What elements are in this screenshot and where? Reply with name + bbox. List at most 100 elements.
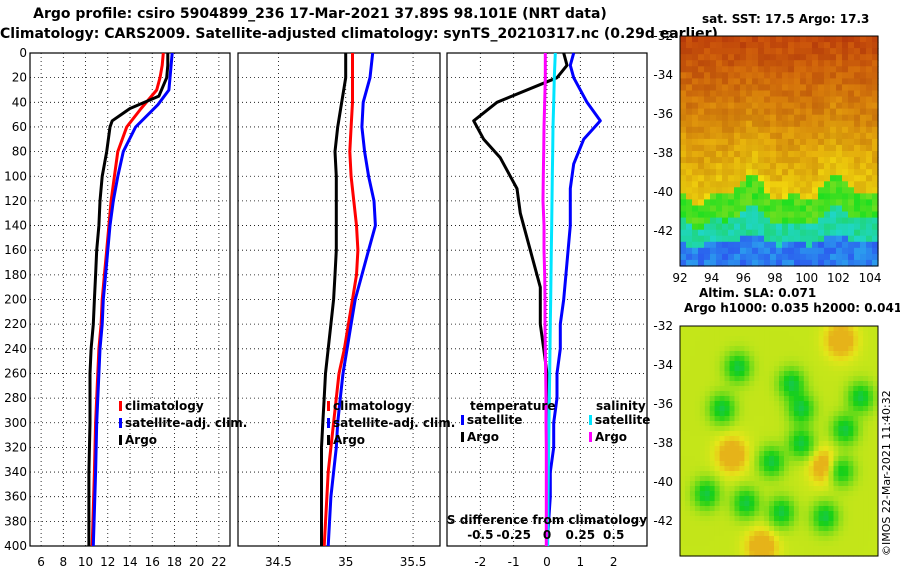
- map-cell: [860, 60, 867, 67]
- map-cell: [868, 371, 874, 377]
- map-cell: [848, 163, 855, 170]
- map-cell: [833, 336, 839, 342]
- map-cell: [759, 516, 765, 522]
- map-cell: [752, 151, 759, 158]
- map-cell: [764, 466, 770, 472]
- map-cell: [719, 401, 726, 407]
- map-cell: [764, 376, 770, 382]
- map-cell: [833, 491, 839, 497]
- map-cell: [729, 526, 735, 532]
- map-cell: [744, 386, 750, 392]
- map-cell: [842, 163, 849, 170]
- map-cell: [854, 126, 861, 134]
- map-cell: [838, 421, 844, 427]
- map-cell: [739, 531, 745, 537]
- map-cell: [838, 341, 844, 347]
- map-cell: [704, 229, 711, 237]
- map-cell: [782, 126, 789, 134]
- map-cell: [680, 193, 687, 201]
- map-cell: [838, 346, 844, 352]
- map-cell: [764, 253, 771, 261]
- map-cell: [728, 48, 735, 55]
- map-cell: [854, 108, 861, 116]
- map-cell: [858, 356, 864, 362]
- map-cell: [740, 78, 747, 86]
- map-cell: [754, 516, 760, 522]
- map-cell: [698, 241, 705, 249]
- map-cell: [788, 181, 795, 188]
- map-cell: [842, 144, 849, 152]
- map-cell: [740, 132, 747, 140]
- map-cell: [808, 501, 815, 507]
- map-cell: [722, 193, 729, 201]
- map-cell: [752, 247, 759, 255]
- map-cell: [853, 431, 859, 437]
- map-cell: [774, 541, 780, 547]
- map-cell: [842, 84, 849, 92]
- map-cell: [758, 108, 765, 116]
- map-cell: [740, 193, 747, 201]
- map-cell: [782, 96, 789, 104]
- map-cell: [759, 416, 765, 422]
- map-cell: [749, 501, 755, 507]
- map-cell: [752, 157, 759, 164]
- map-cell: [770, 259, 777, 267]
- map-cell: [759, 546, 765, 552]
- map-cell: [680, 96, 687, 104]
- map-cell: [806, 217, 813, 225]
- map-cell: [776, 78, 783, 86]
- map-cell: [794, 108, 801, 116]
- map-cell: [794, 217, 801, 225]
- map-cell: [853, 351, 859, 357]
- map-cell: [749, 381, 755, 387]
- map-cell: [808, 396, 815, 402]
- map-cell: [716, 72, 723, 79]
- map-cell: [719, 516, 726, 522]
- map-cell: [758, 181, 765, 188]
- x-tick-label: -2: [474, 555, 486, 569]
- map-cell: [853, 521, 859, 527]
- map-cell: [749, 351, 755, 357]
- map-cell: [860, 72, 867, 79]
- map-cell: [724, 376, 730, 382]
- map-cell: [680, 351, 686, 357]
- map-cell: [824, 229, 831, 237]
- map-cell: [866, 78, 873, 86]
- map-cell: [734, 401, 740, 407]
- map-cell: [744, 366, 750, 372]
- map-cell: [843, 496, 849, 502]
- map-cell: [698, 247, 705, 255]
- map-cell: [858, 491, 864, 497]
- map-cell: [836, 211, 843, 219]
- sst-y-tick-label: -40: [653, 185, 673, 199]
- map-cell: [719, 421, 726, 427]
- map-cell: [813, 546, 820, 552]
- map-cell: [739, 436, 745, 442]
- map-cell: [746, 114, 753, 122]
- map-cell: [694, 541, 701, 547]
- map-cell: [758, 169, 765, 176]
- map-cell: [704, 102, 711, 110]
- map-cell: [764, 541, 770, 547]
- map-cell: [808, 366, 815, 372]
- map-cell: [860, 48, 867, 55]
- map-cell: [770, 163, 777, 170]
- map-cell: [680, 486, 686, 492]
- map-cell: [836, 151, 843, 158]
- map-cell: [833, 341, 839, 347]
- map-cell: [769, 381, 775, 387]
- map-cell: [854, 157, 861, 164]
- map-cell: [782, 187, 789, 194]
- map-cell: [848, 456, 854, 462]
- map-cell: [872, 223, 879, 231]
- map-cell: [788, 84, 795, 92]
- map-cell: [803, 331, 810, 337]
- map-cell: [828, 376, 834, 382]
- map-cell: [806, 253, 813, 261]
- map-cell: [749, 536, 755, 542]
- map-cell: [782, 199, 789, 207]
- map-cell: [722, 151, 729, 158]
- map-cell: [774, 546, 780, 552]
- map-cell: [704, 259, 711, 267]
- map-cell: [818, 416, 825, 422]
